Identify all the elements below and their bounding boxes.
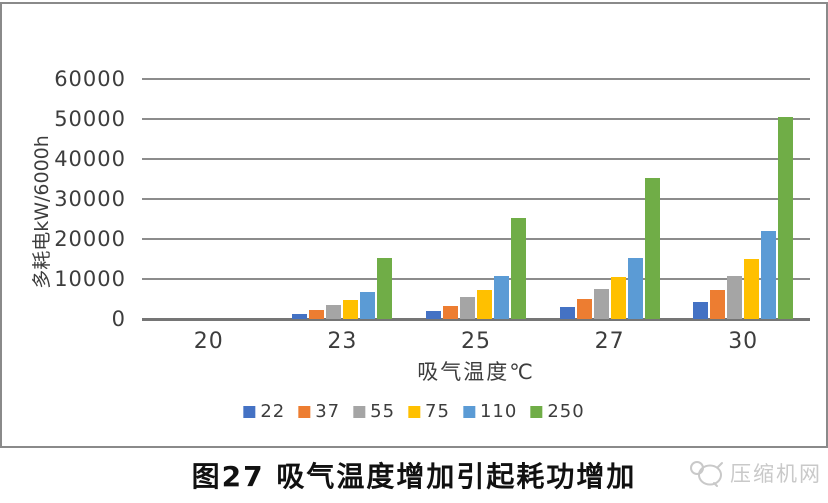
watermark-text: 压缩机网 (730, 462, 822, 486)
bar-series22-cat25 (426, 311, 441, 319)
legend-label-37: 37 (315, 401, 341, 422)
x-tick-label-25: 25 (461, 329, 491, 354)
y-tick-label-10000: 10000 (54, 267, 126, 291)
gridline-20000 (142, 238, 810, 240)
legend: 22 37 55 75 110 250 (243, 401, 584, 422)
gridline-30000 (142, 198, 810, 200)
bar-series75-cat27 (610, 276, 626, 319)
gridline-0 (142, 318, 810, 321)
x-tick-label-23: 23 (327, 329, 358, 354)
bar-series75-cat25 (477, 289, 492, 319)
plot-area: 0 10000 20000 30000 40000 50000 60000 20 23 25 27 3… (54, 67, 810, 354)
x-axis-title: 吸气温度℃ (417, 360, 535, 384)
legend-label-55: 55 (370, 401, 396, 422)
y-tick-label-20000: 20000 (54, 227, 126, 251)
bar-series250-cat23 (377, 257, 393, 319)
y-tick-label-60000: 60000 (54, 67, 126, 91)
gridline-10000 (142, 278, 810, 280)
figure-caption: 图27 吸气温度增加引起耗功增加 (191, 460, 637, 493)
y-tick-label-30000: 30000 (54, 187, 126, 211)
legend-swatch-250 (530, 405, 543, 418)
x-tick-label-20: 20 (193, 329, 224, 354)
legend-item-110: 110 (462, 401, 518, 422)
legend-item-250: 250 (530, 401, 584, 422)
legend-swatch-75 (408, 405, 421, 418)
legend-swatch-22 (243, 405, 256, 418)
legend-swatch-55 (353, 405, 366, 418)
x-tick-label-27: 27 (594, 329, 625, 354)
gridline-50000 (142, 118, 810, 120)
y-tick-label-0: 0 (111, 307, 126, 331)
bar-series75-cat30 (744, 259, 760, 319)
bar-series22-cat30 (693, 302, 709, 319)
bar-series22-cat27 (559, 307, 575, 319)
y-tick-label-40000: 40000 (54, 147, 126, 171)
legend-swatch-110 (462, 405, 475, 418)
bar-series22-cat23 (292, 313, 308, 319)
bar-series37-cat27 (576, 299, 592, 319)
gridline-60000 (142, 78, 810, 80)
legend-item-37: 37 (298, 401, 340, 422)
bar-series55-cat23 (326, 305, 342, 319)
bar-series55-cat27 (593, 289, 609, 319)
bar-series110-cat27 (627, 257, 643, 319)
bar-series37-cat25 (443, 305, 458, 319)
legend-label-110: 110 (479, 401, 518, 422)
chart-frame: 多耗电kW/6000h 0 10000 20000 30000 40000 50000 60… (0, 2, 828, 448)
bar-series75-cat23 (343, 300, 359, 319)
bar-series110-cat25 (494, 275, 509, 319)
bar-series37-cat30 (710, 289, 726, 319)
legend-label-22: 22 (260, 401, 286, 422)
legend-swatch-37 (298, 405, 311, 418)
bar-series250-cat27 (644, 178, 660, 319)
bar-series110-cat30 (761, 231, 777, 319)
bar-series55-cat25 (460, 297, 475, 319)
bar-series55-cat30 (727, 275, 743, 319)
legend-label-75: 75 (425, 401, 450, 422)
watermark: 压缩机网 (688, 458, 822, 488)
bar-series37-cat23 (309, 309, 325, 319)
y-tick-label-50000: 50000 (54, 107, 126, 131)
bar-series250-cat25 (511, 217, 526, 319)
gridline-40000 (142, 158, 810, 160)
x-tick-label-30: 30 (728, 329, 759, 354)
compressor-net-logo-icon (688, 458, 726, 488)
legend-item-55: 55 (353, 401, 395, 422)
bar-series250-cat30 (778, 117, 794, 319)
y-axis-title: 多耗电kW/6000h (31, 135, 53, 289)
legend-item-75: 75 (408, 401, 450, 422)
bar-series110-cat23 (360, 291, 376, 319)
legend-item-22: 22 (243, 401, 285, 422)
legend-label-250: 250 (547, 401, 585, 422)
